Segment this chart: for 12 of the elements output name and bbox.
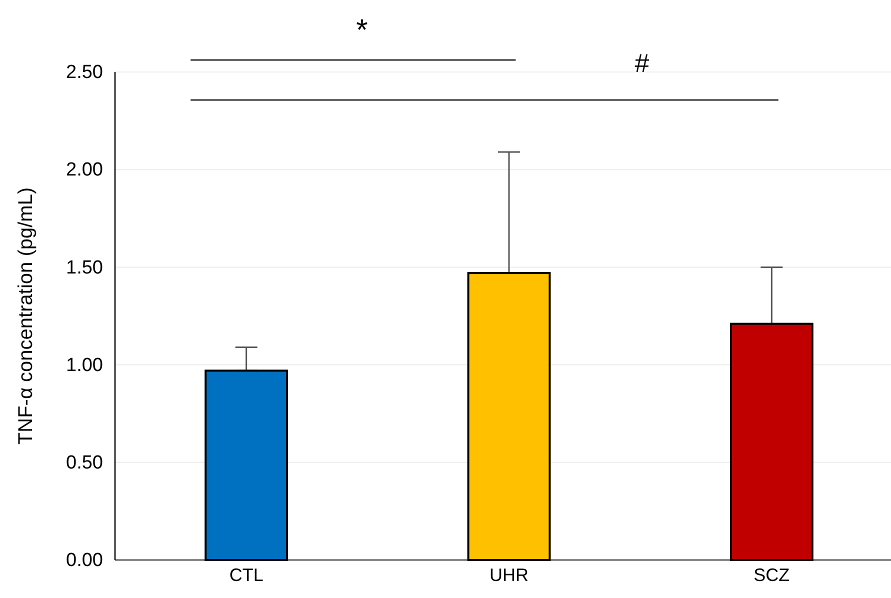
y-tick-label: 0.00 [66,550,103,572]
x-tick-label: UHR [490,564,528,585]
annotation: # [634,48,650,78]
y-tick-label: 1.50 [66,257,103,278]
y-tick-label: 0.50 [66,452,103,474]
y-tick-label: 2.50 [66,62,103,84]
x-tick-label: SCZ [754,564,790,585]
y-tick-label: 2.00 [66,160,103,181]
text: * [356,14,368,47]
y-axis-title: TNF-α concentration (pg/mL) [15,187,37,445]
x-tick-label: CTL [229,564,264,585]
y-tick-label: 1.00 [66,354,103,376]
